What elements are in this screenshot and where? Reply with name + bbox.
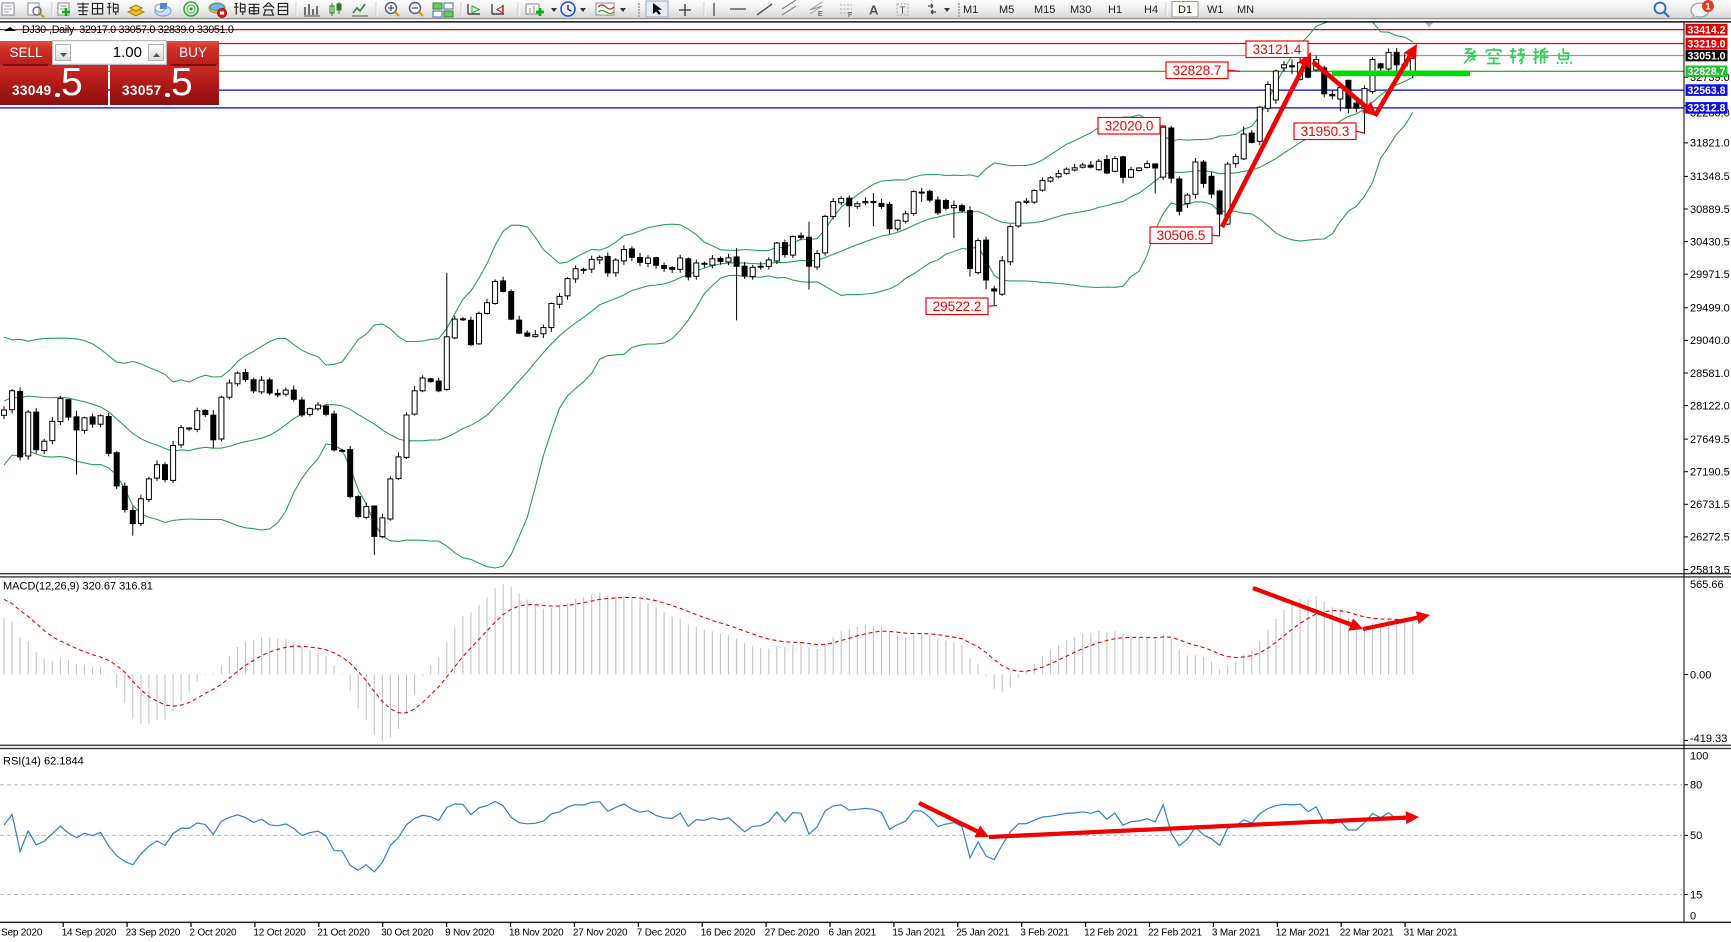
svg-text:2 Oct 2020: 2 Oct 2020 [190, 928, 238, 939]
svg-text:MN: MN [1237, 4, 1254, 16]
svg-text:32563.8: 32563.8 [1688, 85, 1726, 97]
svg-text:29971.5: 29971.5 [1690, 269, 1730, 281]
svg-text:33414.2: 33414.2 [1688, 24, 1726, 36]
svg-text:15 Jan 2021: 15 Jan 2021 [892, 928, 945, 939]
svg-text:29522.2: 29522.2 [933, 299, 982, 314]
svg-text:29040.0: 29040.0 [1690, 335, 1730, 347]
svg-text:22 Feb 2021: 22 Feb 2021 [1148, 928, 1203, 939]
svg-text:33051.0: 33051.0 [1688, 50, 1726, 62]
svg-text:100: 100 [1690, 751, 1708, 763]
svg-text:12 Mar 2021: 12 Mar 2021 [1276, 928, 1331, 939]
svg-text:MACD(12,26,9) 320.67 316.81: MACD(12,26,9) 320.67 316.81 [3, 581, 153, 593]
svg-text:0.00: 0.00 [1690, 669, 1711, 681]
svg-text:6 Jan 2021: 6 Jan 2021 [829, 928, 877, 939]
svg-text:80: 80 [1690, 780, 1702, 792]
svg-text:26731.5: 26731.5 [1690, 499, 1730, 511]
svg-text:27 Dec 2020: 27 Dec 2020 [765, 928, 820, 939]
svg-text:-419.33: -419.33 [1690, 733, 1727, 745]
svg-text:27190.5: 27190.5 [1690, 467, 1730, 479]
svg-text:565.66: 565.66 [1690, 579, 1724, 591]
svg-text:M15: M15 [1034, 4, 1055, 16]
svg-text:H4: H4 [1144, 4, 1158, 16]
svg-text:W1: W1 [1207, 4, 1224, 16]
svg-text:12 Feb 2021: 12 Feb 2021 [1084, 928, 1139, 939]
svg-text:M30: M30 [1070, 4, 1091, 16]
svg-text:27 Nov 2020: 27 Nov 2020 [573, 928, 628, 939]
svg-text:16 Dec 2020: 16 Dec 2020 [701, 928, 756, 939]
svg-text:F: F [848, 12, 852, 19]
svg-text:30 Oct 2020: 30 Oct 2020 [381, 928, 434, 939]
svg-text:27649.5: 27649.5 [1690, 434, 1730, 446]
svg-text:26272.5: 26272.5 [1690, 532, 1730, 544]
svg-text:29499.0: 29499.0 [1690, 303, 1730, 315]
svg-text:RSI(14) 62.1844: RSI(14) 62.1844 [3, 756, 84, 768]
svg-text:M1: M1 [963, 4, 978, 16]
svg-text:30506.5: 30506.5 [1157, 228, 1206, 243]
svg-text:0: 0 [1690, 911, 1696, 923]
svg-text:9 Nov 2020: 9 Nov 2020 [445, 928, 495, 939]
svg-text:28581.0: 28581.0 [1690, 368, 1730, 380]
svg-text:31 Mar 2021: 31 Mar 2021 [1404, 928, 1459, 939]
svg-text:A: A [869, 3, 879, 18]
svg-text:31348.5: 31348.5 [1690, 171, 1730, 183]
svg-text:E: E [818, 11, 823, 18]
svg-text:7 Dec 2020: 7 Dec 2020 [637, 928, 687, 939]
svg-text:Sep 2020: Sep 2020 [1, 928, 43, 939]
svg-text:31821.0: 31821.0 [1690, 138, 1730, 150]
svg-text:33219.0: 33219.0 [1688, 38, 1726, 50]
svg-text:31950.3: 31950.3 [1301, 124, 1350, 139]
svg-text:21 Oct 2020: 21 Oct 2020 [317, 928, 370, 939]
svg-text:3 Mar 2021: 3 Mar 2021 [1212, 928, 1261, 939]
svg-text:12 Oct 2020: 12 Oct 2020 [253, 928, 306, 939]
svg-text:32828.7: 32828.7 [1173, 63, 1222, 78]
svg-text:23 Sep 2020: 23 Sep 2020 [126, 928, 181, 939]
svg-text:50: 50 [1690, 830, 1702, 842]
svg-text:14 Sep 2020: 14 Sep 2020 [62, 928, 117, 939]
svg-text:D1: D1 [1178, 4, 1192, 16]
svg-text:M5: M5 [999, 4, 1014, 16]
svg-text:18 Nov 2020: 18 Nov 2020 [509, 928, 564, 939]
svg-text:15: 15 [1690, 889, 1702, 901]
svg-text:3 Feb 2021: 3 Feb 2021 [1020, 928, 1069, 939]
svg-text:33121.4: 33121.4 [1253, 42, 1302, 57]
svg-text:30430.5: 30430.5 [1690, 236, 1730, 248]
svg-text:32312.8: 32312.8 [1688, 103, 1726, 115]
svg-text:28122.0: 28122.0 [1690, 400, 1730, 412]
svg-text:32020.0: 32020.0 [1105, 119, 1154, 134]
svg-text:H1: H1 [1108, 4, 1122, 16]
svg-text:DJ30-,Daily 32917.0 33057.0 3: DJ30-,Daily 32917.0 33057.0 32839.0 3305… [22, 24, 234, 36]
svg-text:T: T [900, 6, 906, 17]
svg-text:25 Jan 2021: 25 Jan 2021 [956, 928, 1009, 939]
svg-text:25813.5: 25813.5 [1690, 564, 1730, 576]
svg-text:30889.5: 30889.5 [1690, 204, 1730, 216]
svg-text:1: 1 [1705, 2, 1711, 13]
svg-text:32828.7: 32828.7 [1688, 66, 1726, 78]
svg-text:22 Mar 2021: 22 Mar 2021 [1340, 928, 1395, 939]
